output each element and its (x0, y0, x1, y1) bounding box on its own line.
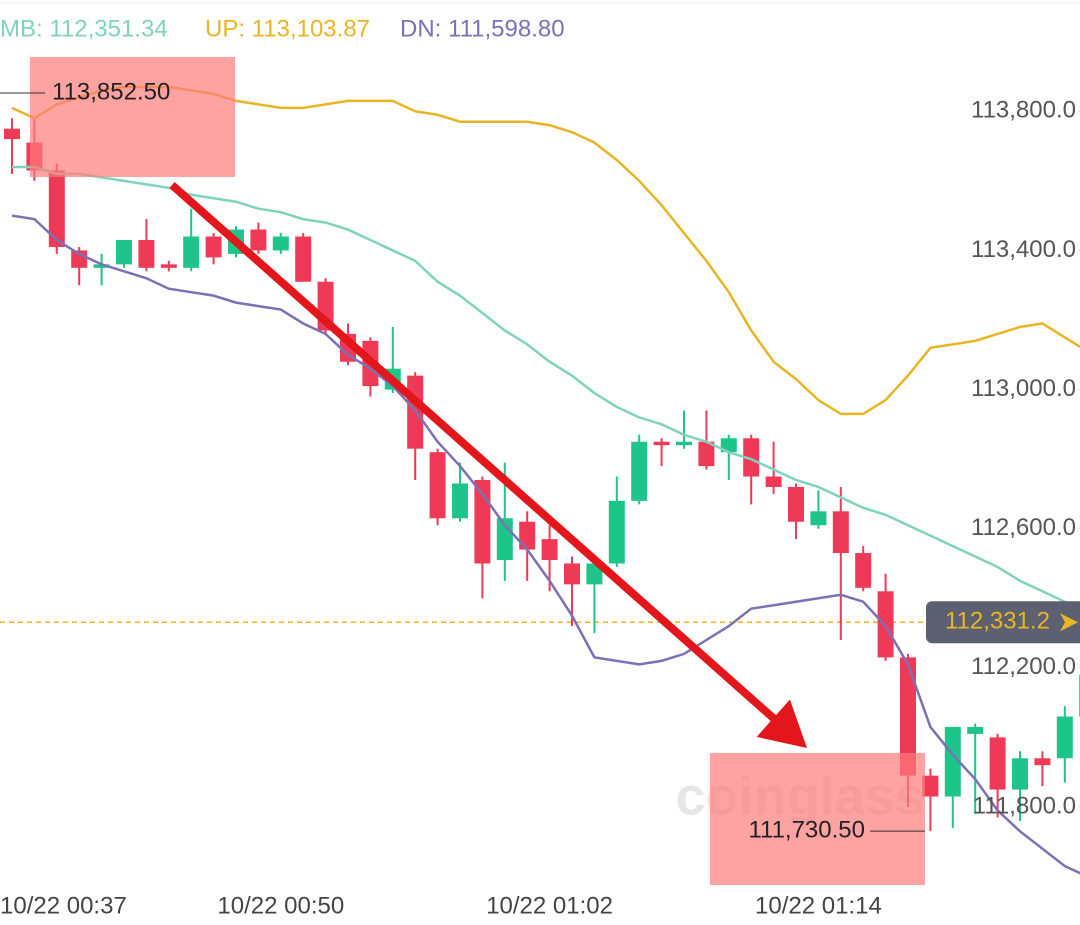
x-tick-label: 10/22 00:37 (0, 892, 127, 919)
x-tick-label: 10/22 01:14 (755, 892, 882, 919)
trend-arrow (169, 182, 783, 727)
candle-body (810, 511, 827, 526)
max-marker-label: 113,852.50 (52, 78, 170, 105)
min-marker-label: 111,730.50 (748, 816, 865, 843)
y-tick-label: 113,800.0 (971, 97, 1076, 124)
candle-body (676, 441, 692, 446)
last-price-tag (926, 601, 1080, 644)
candle-body (205, 236, 222, 258)
band-line (12, 165, 1080, 611)
candle-body (989, 737, 1006, 790)
candle-body (429, 452, 446, 519)
candle-body (788, 486, 804, 522)
candle-body (967, 726, 984, 734)
candle-body (743, 438, 760, 477)
annotations (30, 57, 925, 885)
highlight-box (30, 57, 235, 177)
legend-entry: UP: 113,103.87 (205, 15, 370, 42)
legend-entry: DN: 111,598.80 (400, 15, 565, 42)
candle-body (295, 236, 312, 282)
candle-body (160, 264, 177, 268)
candle-body (48, 170, 65, 247)
last-price-label: 112,331.2 (945, 608, 1050, 635)
x-tick-label: 10/22 01:02 (486, 892, 613, 919)
candle-body (519, 521, 536, 550)
candle-body (452, 483, 468, 519)
y-tick-label: 112,600.0 (971, 514, 1076, 541)
y-tick-label: 113,400.0 (971, 236, 1076, 263)
candle-body (720, 438, 737, 453)
candle-body (653, 441, 670, 446)
candle-body (272, 236, 289, 251)
candle-body (631, 441, 648, 501)
band-line (11, 214, 1080, 875)
candle-body (1012, 758, 1028, 790)
last-price-arrow (1060, 613, 1078, 632)
candle-body (1056, 716, 1073, 759)
candle-body (183, 236, 200, 268)
candle-body (765, 476, 782, 487)
candle-body (900, 657, 916, 776)
arrow-head (756, 699, 807, 748)
candle-body (541, 539, 558, 560)
y-tick-label: 113,000.0 (971, 375, 1076, 402)
candle-body (93, 264, 110, 268)
candle-body (832, 511, 849, 554)
y-tick-label: 112,200.0 (971, 653, 1076, 680)
candle-body (922, 775, 939, 797)
candle-body (1034, 758, 1051, 766)
candle-body (855, 553, 872, 588)
candle-body (138, 240, 155, 268)
candle-body (116, 240, 132, 265)
candle-body (698, 441, 715, 467)
candle-body (944, 726, 961, 797)
candle-body (586, 563, 603, 585)
legend-entry: MB: 112,351.34 (0, 15, 168, 42)
candle-body (4, 128, 20, 140)
y-tick-label: 111,800.0 (973, 792, 1076, 819)
x-tick-label: 10/22 00:50 (217, 892, 344, 919)
candle-body (564, 563, 580, 585)
candle-body (250, 229, 267, 251)
candle-body (608, 500, 625, 564)
highlight-box (710, 753, 925, 885)
labels: MB: 112,351.34 UP: 113,103.87 DN: 111,598.… (0, 15, 1080, 919)
